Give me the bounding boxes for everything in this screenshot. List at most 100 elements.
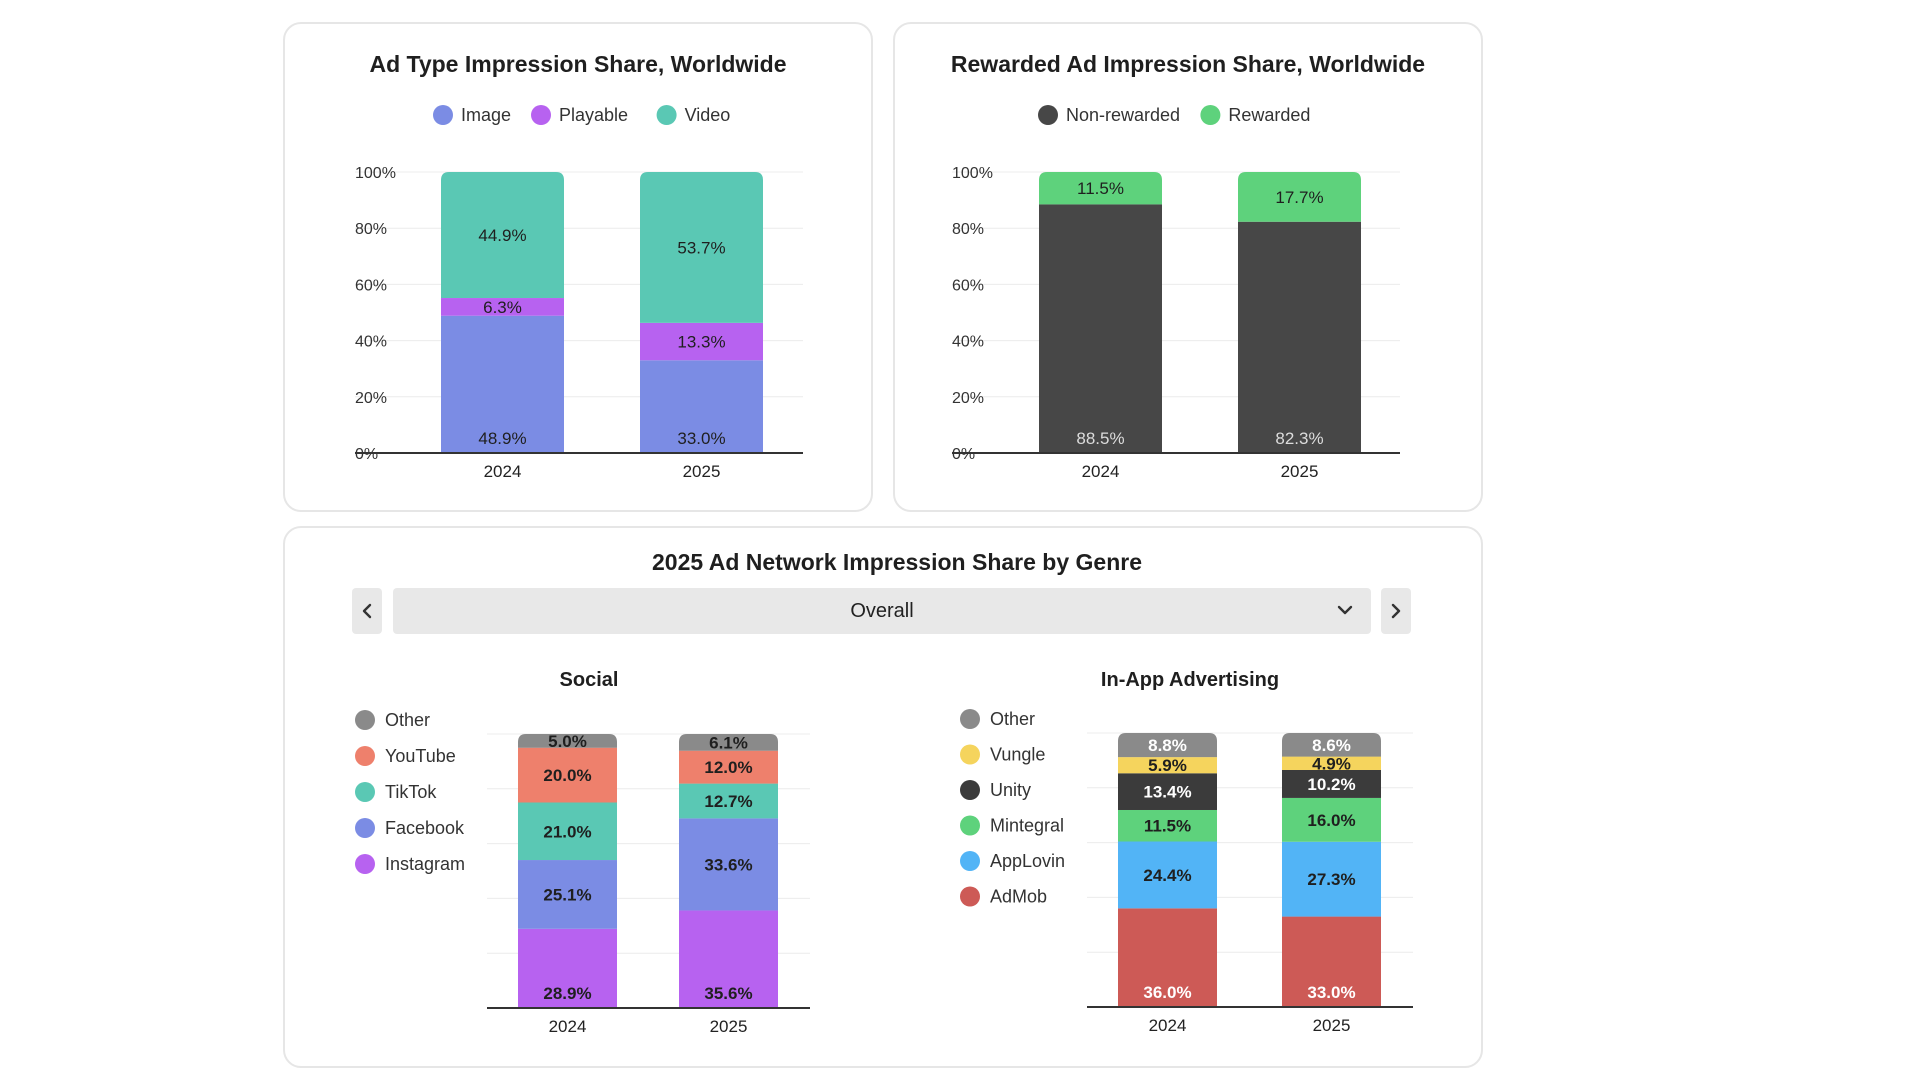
ad-type-y-tick: 100% (355, 165, 396, 182)
legend-swatch (960, 744, 980, 765)
in-app-data-label: 8.8% (1148, 736, 1187, 755)
social-data-label: 5.0% (548, 732, 587, 751)
rewarded-bar-non-rewarded-2025 (1238, 221, 1361, 453)
rewarded-data-label: 17.7% (1275, 188, 1323, 207)
legend-label: Non-rewarded (1066, 105, 1180, 125)
social-data-label: 25.1% (543, 885, 591, 904)
rewarded-y-tick: 0% (952, 446, 975, 463)
in-app-data-label: 33.0% (1307, 983, 1355, 1002)
ad-type-bar-image-2024 (441, 315, 564, 453)
in-app-bar-applovin-2024 (1118, 841, 1217, 909)
social-data-label: 6.1% (709, 733, 748, 752)
legend-swatch (355, 746, 375, 766)
in-app-bar-unity-2025 (1282, 769, 1381, 798)
chevron-down-icon (1337, 605, 1353, 615)
previous-genre-button[interactable] (352, 588, 382, 634)
legend-label: TikTok (385, 782, 437, 802)
social-data-label: 12.7% (704, 792, 752, 811)
rewarded-legend-non-rewarded: Non-rewarded (1038, 105, 1180, 125)
social-legend-other: Other (355, 710, 430, 730)
social-bar-instagram-2024 (518, 928, 617, 1008)
legend-swatch (531, 105, 551, 125)
ad-type-data-label: 48.9% (478, 429, 526, 448)
social-bar-tiktok-2025 (679, 783, 778, 819)
legend-label: Instagram (385, 854, 465, 874)
social-bar-youtube-2024 (518, 747, 617, 803)
legend-swatch (656, 105, 677, 125)
rewarded-data-label: 88.5% (1076, 429, 1124, 448)
in-app-bar-other-2024 (1118, 733, 1217, 758)
genre-select-value: Overall (850, 599, 914, 622)
social-x-tick: 2025 (710, 1017, 748, 1036)
rewarded-data-label: 11.5% (1077, 179, 1124, 198)
ad-type-bar-video-2025 (640, 172, 763, 323)
social-bar-facebook-2025 (679, 818, 778, 911)
rewarded-x-tick: 2024 (1082, 462, 1120, 481)
ad-type-data-label: 53.7% (677, 238, 725, 257)
social-legend-tiktok: TikTok (355, 782, 437, 802)
legend-swatch (960, 815, 980, 836)
rewarded-title: Rewarded Ad Impression Share, Worldwide (951, 51, 1425, 77)
ad-type-bar-playable-2025 (640, 322, 763, 361)
social-title: Social (560, 669, 619, 691)
legend-swatch (960, 851, 980, 871)
in-app-title: In-App Advertising (1101, 669, 1279, 691)
rewarded-y-tick: 40% (952, 334, 984, 351)
ad-type-data-label: 44.9% (478, 226, 526, 245)
chevron-right-icon (1391, 603, 1401, 619)
legend-label: Other (385, 710, 430, 730)
legend-swatch (355, 854, 375, 874)
legend-label: Vungle (990, 745, 1045, 765)
in-app-data-label: 16.0% (1307, 811, 1355, 830)
genre-select[interactable]: Overall (393, 588, 1371, 634)
ad-type-y-tick: 60% (355, 277, 387, 294)
ad-type-chart: Ad Type Impression Share, Worldwide 0% 20%… (355, 51, 803, 481)
legend-swatch (433, 105, 453, 125)
in-app-legend-mintegral: Mintegral (960, 815, 1064, 836)
ad-type-title: Ad Type Impression Share, Worldwide (369, 51, 786, 77)
social-bar-other-2024 (518, 734, 617, 748)
legend-swatch (355, 782, 375, 802)
legend-label: Video (685, 105, 731, 125)
ad-type-data-label: 33.0% (677, 429, 725, 448)
legend-swatch (1200, 105, 1221, 125)
ad-type-card (283, 22, 873, 512)
in-app-data-label: 27.3% (1307, 870, 1355, 889)
in-app-chart: In-App Advertising 36.0% 24.4% 11.5% 13.4% 5.… (960, 669, 1413, 1035)
ad-type-bar-video-2024 (441, 172, 564, 299)
next-genre-button[interactable] (1381, 588, 1411, 634)
in-app-legend-vungle: Vungle (960, 744, 1045, 765)
in-app-data-label: 24.4% (1143, 866, 1191, 885)
network-section-title: 2025 Ad Network Impression Share by Genr… (652, 549, 1142, 575)
rewarded-legend-rewarded: Rewarded (1200, 105, 1310, 125)
social-data-label: 21.0% (543, 822, 591, 841)
social-bar-instagram-2025 (679, 910, 778, 1008)
ad-type-legend-image: Image (433, 105, 511, 125)
in-app-bar-admob-2025 (1282, 916, 1381, 1007)
ad-type-bar-playable-2024 (441, 298, 564, 316)
in-app-bar-vungle-2024 (1118, 757, 1217, 774)
ad-type-data-label: 13.3% (677, 333, 725, 352)
legend-swatch (355, 710, 375, 730)
social-chart: Social 28.9% 25.1% 21.0% 20.0% 5.0% 2024 35.6% 3… (355, 669, 810, 1036)
ad-type-legend-video: Video (656, 105, 731, 125)
in-app-legend-other: Other (960, 709, 1035, 729)
ad-type-y-tick: 40% (355, 334, 387, 351)
in-app-x-tick: 2024 (1149, 1016, 1187, 1035)
social-data-label: 35.6% (704, 984, 752, 1003)
legend-swatch (960, 780, 980, 800)
legend-label: Playable (559, 105, 628, 125)
in-app-data-label: 10.2% (1307, 775, 1355, 794)
in-app-legend-applovin: AppLovin (960, 851, 1065, 871)
rewarded-y-tick: 80% (952, 221, 984, 238)
ad-type-y-tick: 20% (355, 390, 387, 407)
ad-type-y-tick: 0% (355, 446, 378, 463)
legend-label: Rewarded (1228, 105, 1310, 125)
ad-type-x-tick: 2024 (484, 462, 522, 481)
social-bar-youtube-2025 (679, 750, 778, 784)
chevron-left-icon (362, 603, 372, 619)
rewarded-data-label: 82.3% (1275, 429, 1323, 448)
in-app-bar-mintegral-2025 (1282, 797, 1381, 842)
rewarded-y-tick: 20% (952, 390, 984, 407)
